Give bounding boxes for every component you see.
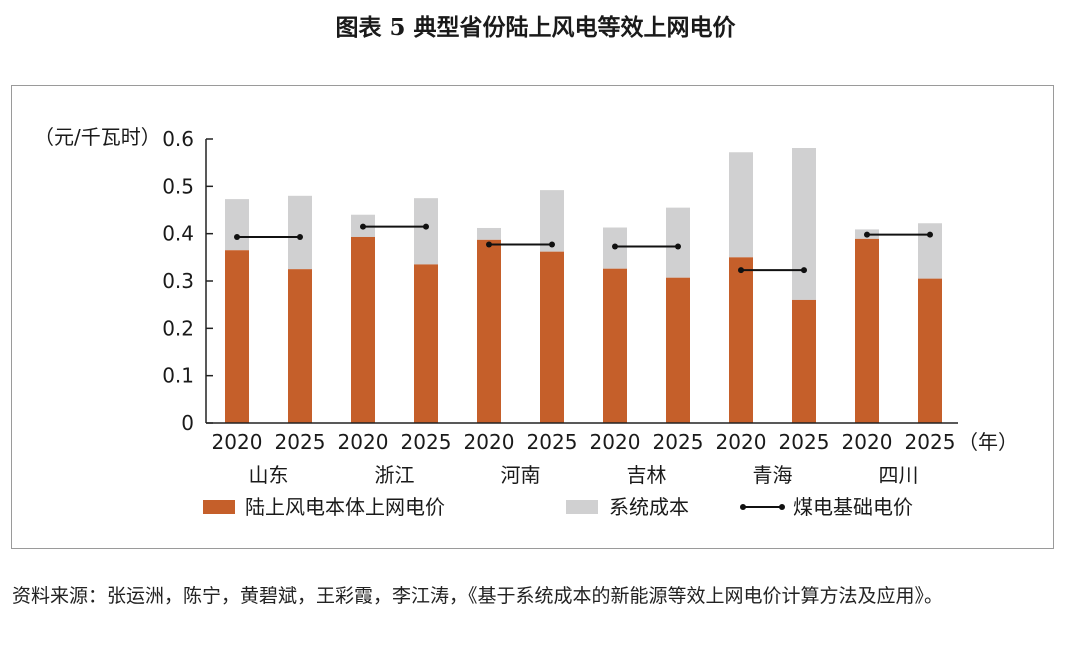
legend-swatch-system-cost [566,500,598,514]
chart-frame: 0 0.1 0.2 0.3 0.4 0.5 0.6 （元/千瓦时） 2020 2025 山东 2020… [11,85,1054,549]
coal-base-point [738,267,744,274]
bar-system-cost [729,152,753,258]
coal-base-point [234,233,240,240]
coal-base-point [612,243,618,250]
x-tick-label: 2020 [464,430,515,454]
x-group-label: 四川 [879,463,919,487]
bar-onshore [351,236,375,423]
bar-system-cost [918,223,942,279]
bar-system-cost [288,195,312,270]
chart-plot: 0 0.1 0.2 0.3 0.4 0.5 0.6（元/千瓦时） 2020 2025 山东 2020… [34,125,1018,519]
coal-base-point [675,243,681,250]
coal-base-point [927,231,933,238]
x-tick-label: 2025 [779,430,830,454]
legend-label-coal-base: 煤电基础电价 [793,495,913,519]
x-tick-label: 2020 [338,430,389,454]
x-tick-label: 2025 [275,430,326,454]
x-tick-label: 2025 [905,430,956,454]
bar-onshore [666,277,690,423]
bar-system-cost [540,190,564,252]
x-tick-label: 2025 [401,430,452,454]
x-tick-label: 2020 [590,430,641,454]
y-tick-label: 0.2 [162,316,194,340]
legend-swatch-onshore [203,500,235,514]
bar-system-cost [792,147,816,300]
x-tick-label: 2025 [653,430,704,454]
bar-onshore [792,299,816,423]
x-group-label: 山东 [249,463,289,487]
bar-onshore [477,239,501,423]
coal-base-point [801,267,807,274]
bar-onshore [918,278,942,423]
coal-base-point [549,241,555,248]
x-group-label: 青海 [753,463,793,487]
y-tick-label: 0.1 [162,364,194,388]
bar-onshore [603,268,627,423]
y-axis-label: （元/千瓦时） [34,125,161,149]
x-tick-label: 2020 [716,430,767,454]
bar-system-cost [414,198,438,265]
bar-system-cost [477,227,501,240]
bar-onshore [729,257,753,423]
legend-label-system-cost: 系统成本 [609,495,689,519]
bar-onshore [414,264,438,423]
x-tick-label: 2020 [842,430,893,454]
bar-onshore [288,269,312,423]
bar-onshore [540,251,564,423]
x-group-label: 吉林 [627,463,667,487]
bar-onshore [225,250,249,423]
legend-swatch-coal-point [779,504,785,510]
y-tick-label: 0.4 [162,222,194,246]
coal-base-point [423,223,429,230]
y-tick-label: 0.3 [162,269,194,293]
x-tick-label: 2020 [212,430,263,454]
bar-system-cost [666,207,690,278]
source-note: 资料来源：张运洲，陈宁，黄碧斌，王彩霞，李江涛，《基于系统成本的新能源等效上网电… [12,585,944,607]
y-tick-label: 0.6 [162,127,194,151]
bar-system-cost [225,199,249,251]
x-group-label: 河南 [501,463,541,487]
legend-label-onshore: 陆上风电本体上网电价 [245,495,445,519]
bar-onshore [855,238,879,423]
y-tick-label: 0 [181,411,194,435]
coal-base-point [486,241,492,248]
chart-title: 图表 5 典型省份陆上风电等效上网电价 [335,14,736,41]
coal-base-point [360,223,366,230]
x-tick-label: 2025 [527,430,578,454]
x-axis-label: （年） [958,430,1018,454]
coal-base-point [297,233,303,240]
x-group-label: 浙江 [375,463,415,487]
y-tick-label: 0.5 [162,174,194,198]
legend-swatch-coal-point [740,504,746,510]
coal-base-point [864,231,870,238]
